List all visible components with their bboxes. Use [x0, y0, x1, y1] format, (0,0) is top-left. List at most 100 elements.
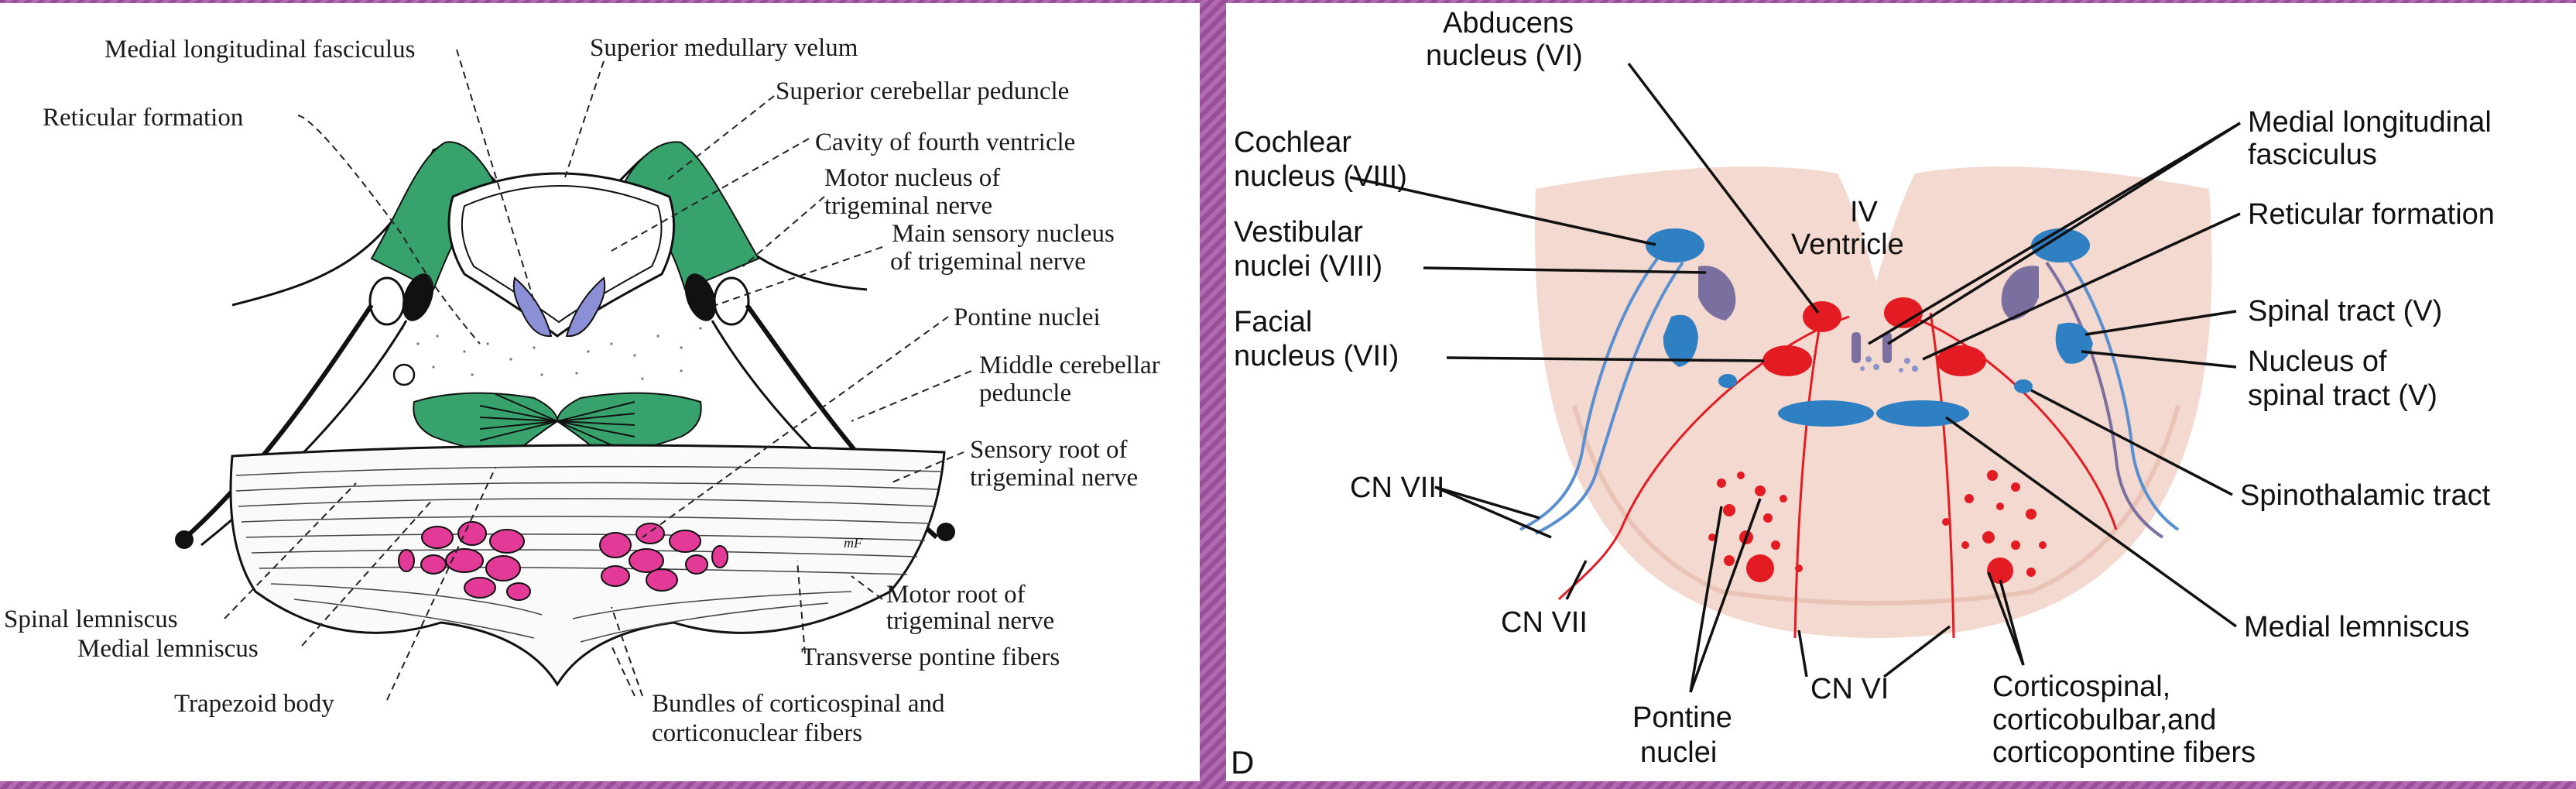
label-medial-lemniscus: Medial lemniscus — [77, 635, 259, 663]
label-pontine-1: Pontine — [1632, 702, 1732, 734]
label-trapezoid: Trapezoid body — [174, 690, 334, 718]
label-nucleus-spinal-2: spinal tract (V) — [2248, 379, 2437, 412]
label-mlf-1: Medial longitudinal — [2248, 106, 2492, 139]
label-mlf-2: fasciculus — [2248, 139, 2377, 171]
leader-medial-lemniscus — [301, 498, 434, 647]
cn7-fibers-right — [1910, 315, 2118, 530]
mlf-right — [1882, 332, 1892, 363]
mlf-blob-left — [512, 276, 553, 338]
trigeminal-root-left-outer — [183, 304, 374, 540]
label-bundles-2: corticonuclear fibers — [652, 719, 862, 747]
label-sensory-root-1: Sensory root of — [970, 436, 1127, 464]
leader-transverse — [796, 560, 806, 654]
label-cochlear-1: Cochlear — [1234, 126, 1351, 159]
leader-cn6-b — [1882, 625, 1951, 678]
label-motor-root-1: Motor root of — [886, 581, 1026, 609]
label-facial-2: nucleus (VII) — [1234, 340, 1399, 372]
label-cn6: CN VI — [1810, 673, 1889, 705]
spinothalamic-left — [1718, 374, 1737, 388]
leader-trapezoid — [386, 467, 496, 701]
label-cavity: Cavity of fourth ventricle — [815, 129, 1075, 156]
leader-abducens — [1627, 62, 1820, 314]
leader-sensory-root — [889, 451, 964, 484]
label-motor-nucleus-2: trigeminal nerve — [824, 192, 992, 220]
leader-pontine-b — [1689, 498, 1762, 693]
label-cn8: CN VIII — [1350, 472, 1444, 504]
cochlear-nucleus-left — [1646, 228, 1704, 262]
small-nucleus-left — [392, 363, 416, 386]
cn6-line-right — [1929, 312, 1955, 639]
medial-lemniscus-right — [1876, 400, 1969, 427]
leader-spinal-lemniscus — [224, 482, 357, 619]
cochlear-nucleus-right — [2031, 228, 2090, 262]
label-iv: IV — [1850, 196, 1879, 228]
leader-reticular — [1922, 212, 2241, 361]
label-facial-1: Facial — [1234, 306, 1312, 338]
cn8-fibers-left-a — [1519, 249, 1665, 531]
label-mlf: Medial longitudinal fasciculus — [104, 36, 415, 63]
label-pontine-nuclei: Pontine nuclei — [954, 304, 1101, 331]
medial-lemniscus-left — [413, 392, 559, 458]
main-sensory-nucleus-right — [684, 273, 717, 321]
leader-nucleus-spinal — [2081, 350, 2237, 369]
leader-cn8-b — [1434, 485, 1552, 539]
fourth-ventricle-cavity — [447, 172, 676, 338]
reticular-stipple — [401, 327, 702, 380]
spinal-nucleus-left — [1663, 314, 1698, 367]
leader-mcp — [851, 370, 972, 422]
main-sensory-nucleus-left — [402, 273, 434, 321]
label-reticular: Reticular formation — [2248, 198, 2495, 231]
pons-tissue-inner — [1572, 405, 2180, 605]
medial-lemniscus-left — [1778, 400, 1874, 427]
leader-cn6-a — [1797, 629, 1808, 678]
vestibular-nucleus-left — [1698, 266, 1736, 321]
label-main-sensory-1: Main sensory nucleus — [892, 220, 1115, 248]
label-scp: Superior cerebellar peduncle — [776, 77, 1069, 105]
cn6-line-left — [1793, 312, 1824, 639]
leader-reticular — [297, 115, 481, 345]
mlf-blob-right — [565, 276, 606, 338]
spinal-nucleus-right — [2055, 322, 2093, 364]
label-cn7: CN VII — [1501, 606, 1588, 639]
label-medial-lemniscus: Medial lemniscus — [2244, 611, 2469, 643]
basilar-pons — [229, 444, 946, 687]
leader-spinothalamic — [2030, 389, 2233, 496]
leader-bundles-a — [611, 606, 643, 697]
leader-pontine-nuclei — [642, 316, 949, 538]
label-pontine-2: nuclei — [1640, 736, 1717, 769]
leader-medial-lemniscus — [1944, 416, 2238, 628]
pontine-nuclei — [398, 521, 728, 601]
reticular-dots — [1860, 356, 1918, 372]
label-mcp-1: Middle cerebellar — [979, 352, 1160, 379]
leader-bundles-b — [611, 645, 635, 697]
fourth-ventricle-inner — [461, 185, 663, 324]
motor-nucleus-left — [368, 276, 406, 326]
leader-pontine-a — [1689, 506, 1723, 693]
root-end-right — [937, 523, 955, 541]
label-spinal-tract: Spinal tract (V) — [2248, 295, 2442, 328]
leader-facial — [1446, 356, 1765, 362]
label-spinal-lemniscus: Spinal lemniscus — [4, 605, 178, 633]
spinothalamic-right — [2014, 379, 2033, 393]
label-main-sensory-2: of trigeminal nerve — [890, 248, 1086, 276]
leader-motor-nucleus — [742, 196, 825, 267]
abducens-nucleus-left — [1803, 301, 1841, 332]
root-end-left — [175, 530, 194, 549]
leader-cortico-a — [1987, 571, 2025, 666]
leader-cn8-a — [1434, 485, 1540, 520]
label-ventricle: Ventricle — [1791, 228, 1904, 261]
abducens-nucleus-right — [1884, 297, 1923, 328]
cn8-fibers-right-a — [2060, 249, 2180, 531]
label-motor-root-2: trigeminal nerve — [886, 607, 1054, 635]
vestibular-nucleus-right — [2001, 266, 2039, 321]
label-vestibular-1: Vestibular — [1234, 216, 1363, 249]
leader-vestibular — [1423, 266, 1707, 274]
label-mcp-2: peduncle — [979, 379, 1071, 407]
leader-cn7 — [1565, 560, 1588, 600]
label-sensory-root-2: trigeminal nerve — [970, 464, 1138, 492]
label-reticular: Reticular formation — [43, 104, 243, 132]
label-motor-nucleus-1: Motor nucleus of — [824, 164, 1000, 192]
right-diagram-panel: Abducens nucleus (VI) Cochlear nucleus (… — [1226, 3, 2576, 781]
label-cortico-2: corticobulbar,and — [1992, 704, 2216, 736]
mlf-left — [1852, 332, 1861, 363]
